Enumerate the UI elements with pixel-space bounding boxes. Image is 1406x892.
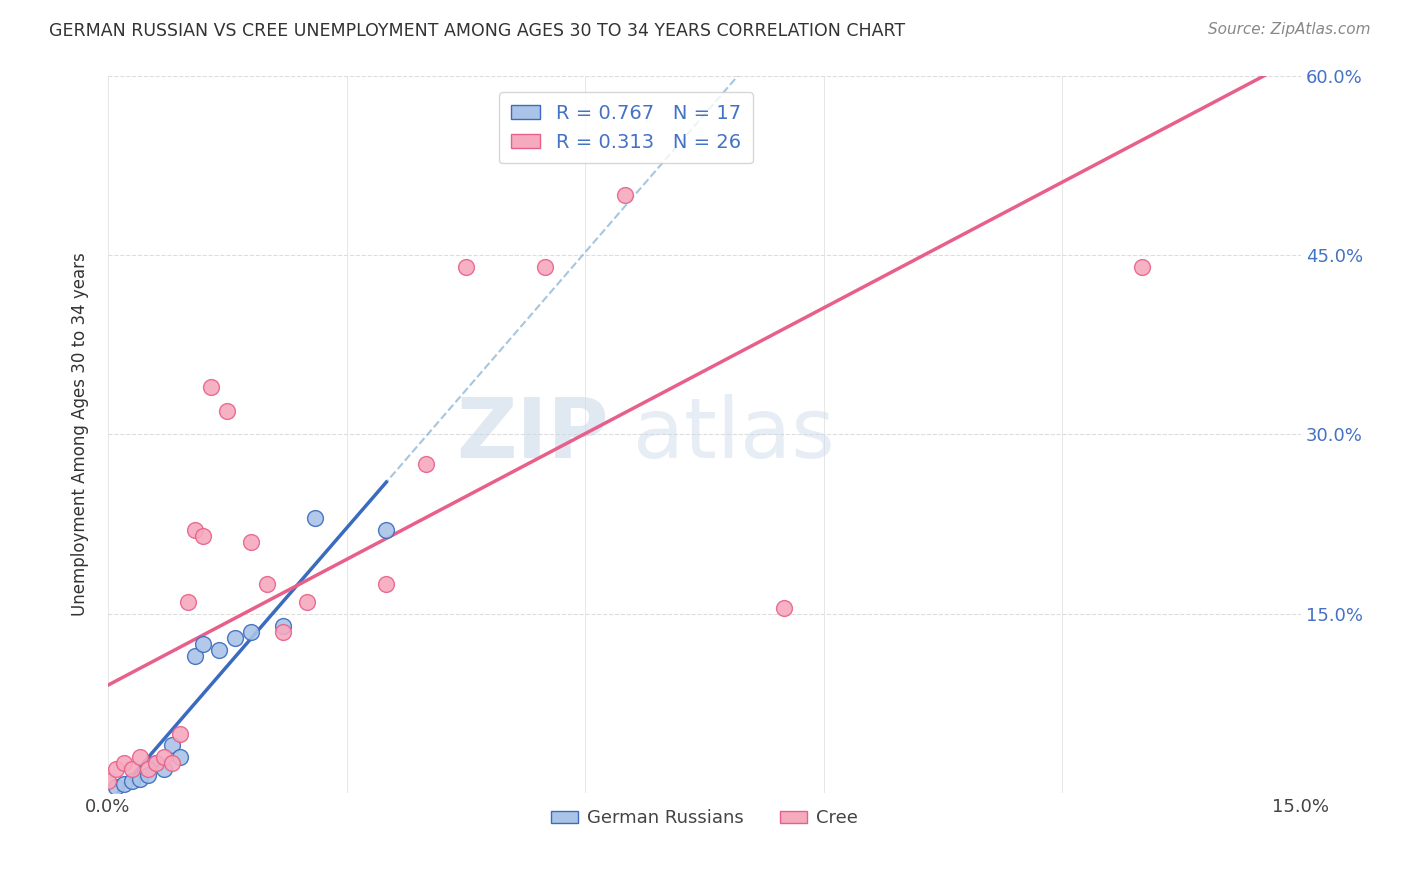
- Point: [104, 763, 127, 777]
- Point: [152, 750, 174, 764]
- Point: [208, 642, 231, 657]
- Legend: German Russians, Cree: German Russians, Cree: [544, 802, 865, 835]
- Point: [128, 750, 150, 764]
- Point: [176, 595, 198, 609]
- Point: [613, 188, 636, 202]
- Point: [295, 595, 318, 609]
- Point: [240, 535, 263, 549]
- Text: Source: ZipAtlas.com: Source: ZipAtlas.com: [1208, 22, 1371, 37]
- Point: [534, 260, 557, 274]
- Point: [121, 763, 143, 777]
- Point: [200, 379, 222, 393]
- Point: [128, 772, 150, 786]
- Point: [184, 648, 207, 663]
- Point: [152, 763, 174, 777]
- Point: [184, 523, 207, 537]
- Point: [375, 523, 398, 537]
- Y-axis label: Unemployment Among Ages 30 to 34 years: Unemployment Among Ages 30 to 34 years: [72, 252, 89, 616]
- Point: [415, 458, 437, 472]
- Point: [169, 726, 191, 740]
- Point: [169, 750, 191, 764]
- Point: [1130, 260, 1153, 274]
- Point: [304, 511, 326, 525]
- Point: [240, 624, 263, 639]
- Text: ZIP: ZIP: [457, 394, 609, 475]
- Point: [112, 756, 135, 771]
- Point: [104, 780, 127, 795]
- Text: GERMAN RUSSIAN VS CREE UNEMPLOYMENT AMONG AGES 30 TO 34 YEARS CORRELATION CHART: GERMAN RUSSIAN VS CREE UNEMPLOYMENT AMON…: [49, 22, 905, 40]
- Point: [271, 624, 294, 639]
- Point: [145, 756, 167, 771]
- Point: [112, 777, 135, 791]
- Point: [224, 631, 246, 645]
- Point: [160, 739, 183, 753]
- Point: [271, 619, 294, 633]
- Point: [193, 637, 215, 651]
- Point: [136, 763, 159, 777]
- Point: [145, 756, 167, 771]
- Point: [256, 577, 278, 591]
- Point: [136, 768, 159, 782]
- Point: [217, 403, 239, 417]
- Point: [375, 577, 398, 591]
- Point: [193, 529, 215, 543]
- Text: atlas: atlas: [633, 394, 835, 475]
- Point: [97, 774, 120, 789]
- Point: [160, 756, 183, 771]
- Point: [121, 774, 143, 789]
- Point: [454, 260, 477, 274]
- Point: [773, 601, 796, 615]
